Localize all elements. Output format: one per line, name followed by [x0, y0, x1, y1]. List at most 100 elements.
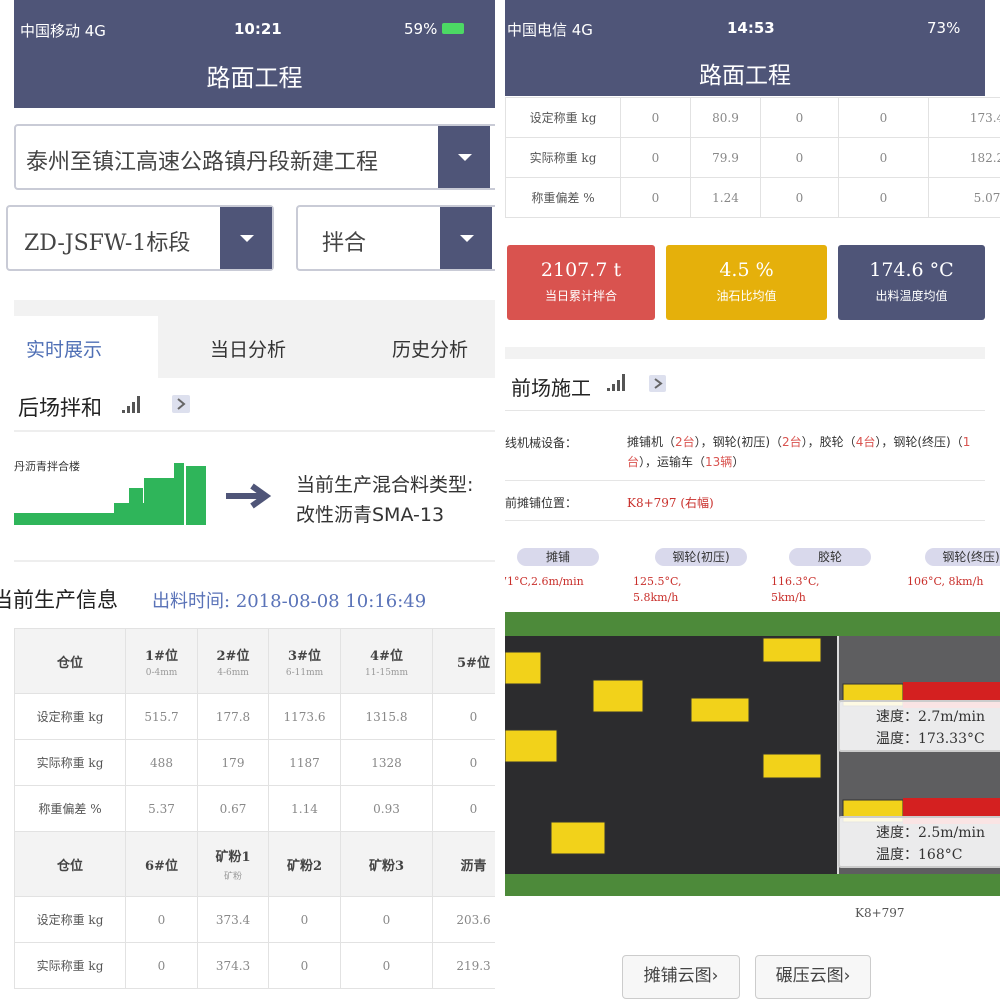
- header-cell: 6#位: [125, 831, 198, 897]
- cell: 374.3: [197, 942, 269, 989]
- divider: [505, 480, 985, 481]
- cell: 1.14: [268, 785, 341, 832]
- row-label: 实际称重 kg: [505, 137, 621, 178]
- header-cell: 仓位: [14, 831, 126, 897]
- cell: 5.07: [928, 177, 1000, 218]
- equipment-segment: ），钢轮(终压)（: [875, 435, 963, 449]
- row-label: 称重偏差 %: [14, 785, 126, 832]
- signal-bar: [127, 406, 130, 413]
- app-header: [505, 0, 985, 96]
- machine-tag: 钢轮(初压): [655, 548, 747, 566]
- cell: 177.8: [197, 693, 269, 740]
- dropdown-arrow: [220, 207, 272, 269]
- tab[interactable]: 实时展示: [26, 339, 103, 361]
- cell: 515.7: [125, 693, 198, 740]
- process-select[interactable]: 拌合: [296, 205, 495, 271]
- table-row: 实际称重 kg 0 374.3 0 0 219.3: [14, 942, 495, 989]
- signal-bar: [617, 380, 620, 391]
- cell: 1173.6: [268, 693, 341, 740]
- cell: 0: [340, 896, 433, 943]
- equipment-segment: 2台: [782, 435, 802, 449]
- dropdown-arrow: [440, 207, 492, 269]
- header-cell: 矿粉1 矿粉: [197, 831, 269, 897]
- card-value: 2107.7 t: [540, 259, 622, 281]
- equipment-segment: ），运输车（: [639, 455, 706, 469]
- battery-text: 59%: [404, 20, 438, 38]
- divider: [14, 560, 495, 562]
- cell: 0.93: [340, 785, 433, 832]
- signal-bar: [132, 402, 135, 413]
- paver-overlay: 速度：2.7m/min 温度：173.33°C: [838, 700, 1000, 752]
- time-label: 出料时间:: [152, 591, 231, 612]
- row-label: 称重偏差 %: [505, 177, 621, 218]
- green-belt: [505, 874, 1000, 896]
- tab[interactable]: 当日分析: [210, 339, 287, 361]
- header-cell: 3#位 6-11mm: [268, 628, 341, 694]
- header-name: 矿粉3: [368, 858, 405, 874]
- cell: 219.3: [432, 942, 495, 989]
- summary-card: 174.6 °C 出料温度均值: [838, 245, 985, 320]
- cell: 173.4: [928, 97, 1000, 138]
- card-label: 出料温度均值: [875, 289, 948, 303]
- cell: 0: [620, 137, 691, 178]
- header-cell: 2#位 4-6mm: [197, 628, 269, 694]
- app-title: 路面工程: [699, 63, 791, 89]
- project-select[interactable]: 泰州至镇江高速公路镇丹段新建工程: [14, 124, 495, 190]
- paver-temp: 温度：168°C: [876, 847, 963, 863]
- left-screen: 中国移动 4G 10:21 59% 路面工程 泰州至镇江高速公路镇丹段新建工程 …: [0, 0, 495, 1000]
- divider: [14, 430, 495, 432]
- signal-bar: [137, 396, 140, 413]
- button[interactable]: 碾压云图›: [755, 955, 871, 999]
- header-sub: 6-11mm: [285, 667, 324, 678]
- header-name: 2#位: [216, 648, 250, 664]
- expand-button[interactable]: [172, 395, 190, 413]
- position-label: 当前摊铺位置：: [505, 496, 578, 510]
- cell: 0: [620, 97, 691, 138]
- equipment-segment: 2台: [675, 435, 695, 449]
- section-select[interactable]: ZD-JSFW-1标段: [6, 205, 274, 271]
- table-row: 称重偏差 % 0 1.24 0 0 5.07: [505, 177, 1000, 218]
- process-text: 拌合: [322, 231, 367, 256]
- cell: 0: [268, 942, 341, 989]
- section-title: 后场拌和: [18, 396, 102, 420]
- section-title: 当前生产信息: [0, 588, 118, 612]
- dropdown-arrow: [438, 126, 490, 188]
- button[interactable]: 摊铺云图›: [622, 955, 740, 999]
- header-sub: 0-4mm: [145, 667, 178, 678]
- cell: 79.9: [690, 137, 761, 178]
- cell: 0: [125, 942, 198, 989]
- header-sub: 矿粉: [223, 872, 242, 882]
- cell: 0.67: [197, 785, 269, 832]
- row-label: 设定称重 kg: [14, 896, 126, 943]
- cell: 0: [760, 97, 839, 138]
- table-row: 称重偏差 % 5.37 0.67 1.14 0.93 0: [14, 785, 495, 832]
- chevron: [654, 378, 663, 389]
- cell: 0: [125, 896, 198, 943]
- table-row: 设定称重 kg 515.7 177.8 1173.6 1315.8 0: [14, 693, 495, 740]
- row-label: 设定称重 kg: [14, 693, 126, 740]
- output-time: 出料时间: 2018-08-08 10:16:49: [152, 587, 426, 613]
- section-title: 前场施工: [511, 376, 591, 400]
- divider: [505, 347, 985, 359]
- tab[interactable]: 历史分析: [392, 339, 469, 361]
- machine-tag: 钢轮(终压): [925, 548, 1000, 566]
- header-cell: 沥青: [432, 831, 495, 897]
- rollers: [505, 637, 904, 855]
- expand-button[interactable]: [649, 375, 666, 392]
- card-label: 油石比均值: [716, 289, 777, 303]
- card-value: 174.6 °C: [869, 259, 954, 281]
- equipment-segment: 1台: [627, 435, 971, 469]
- equipment-segment: 13辆: [705, 455, 733, 469]
- header-name: 4#位: [370, 648, 403, 664]
- signal-icons: [607, 374, 666, 392]
- time-value: 2018-08-08 10:16:49: [235, 591, 427, 612]
- battery-icon: [442, 23, 465, 34]
- row-label: 实际称重 kg: [14, 739, 126, 786]
- time: 14:53: [727, 19, 775, 37]
- cell: 373.4: [197, 896, 269, 943]
- cell: 0: [838, 177, 929, 218]
- cell: 203.6: [432, 896, 495, 943]
